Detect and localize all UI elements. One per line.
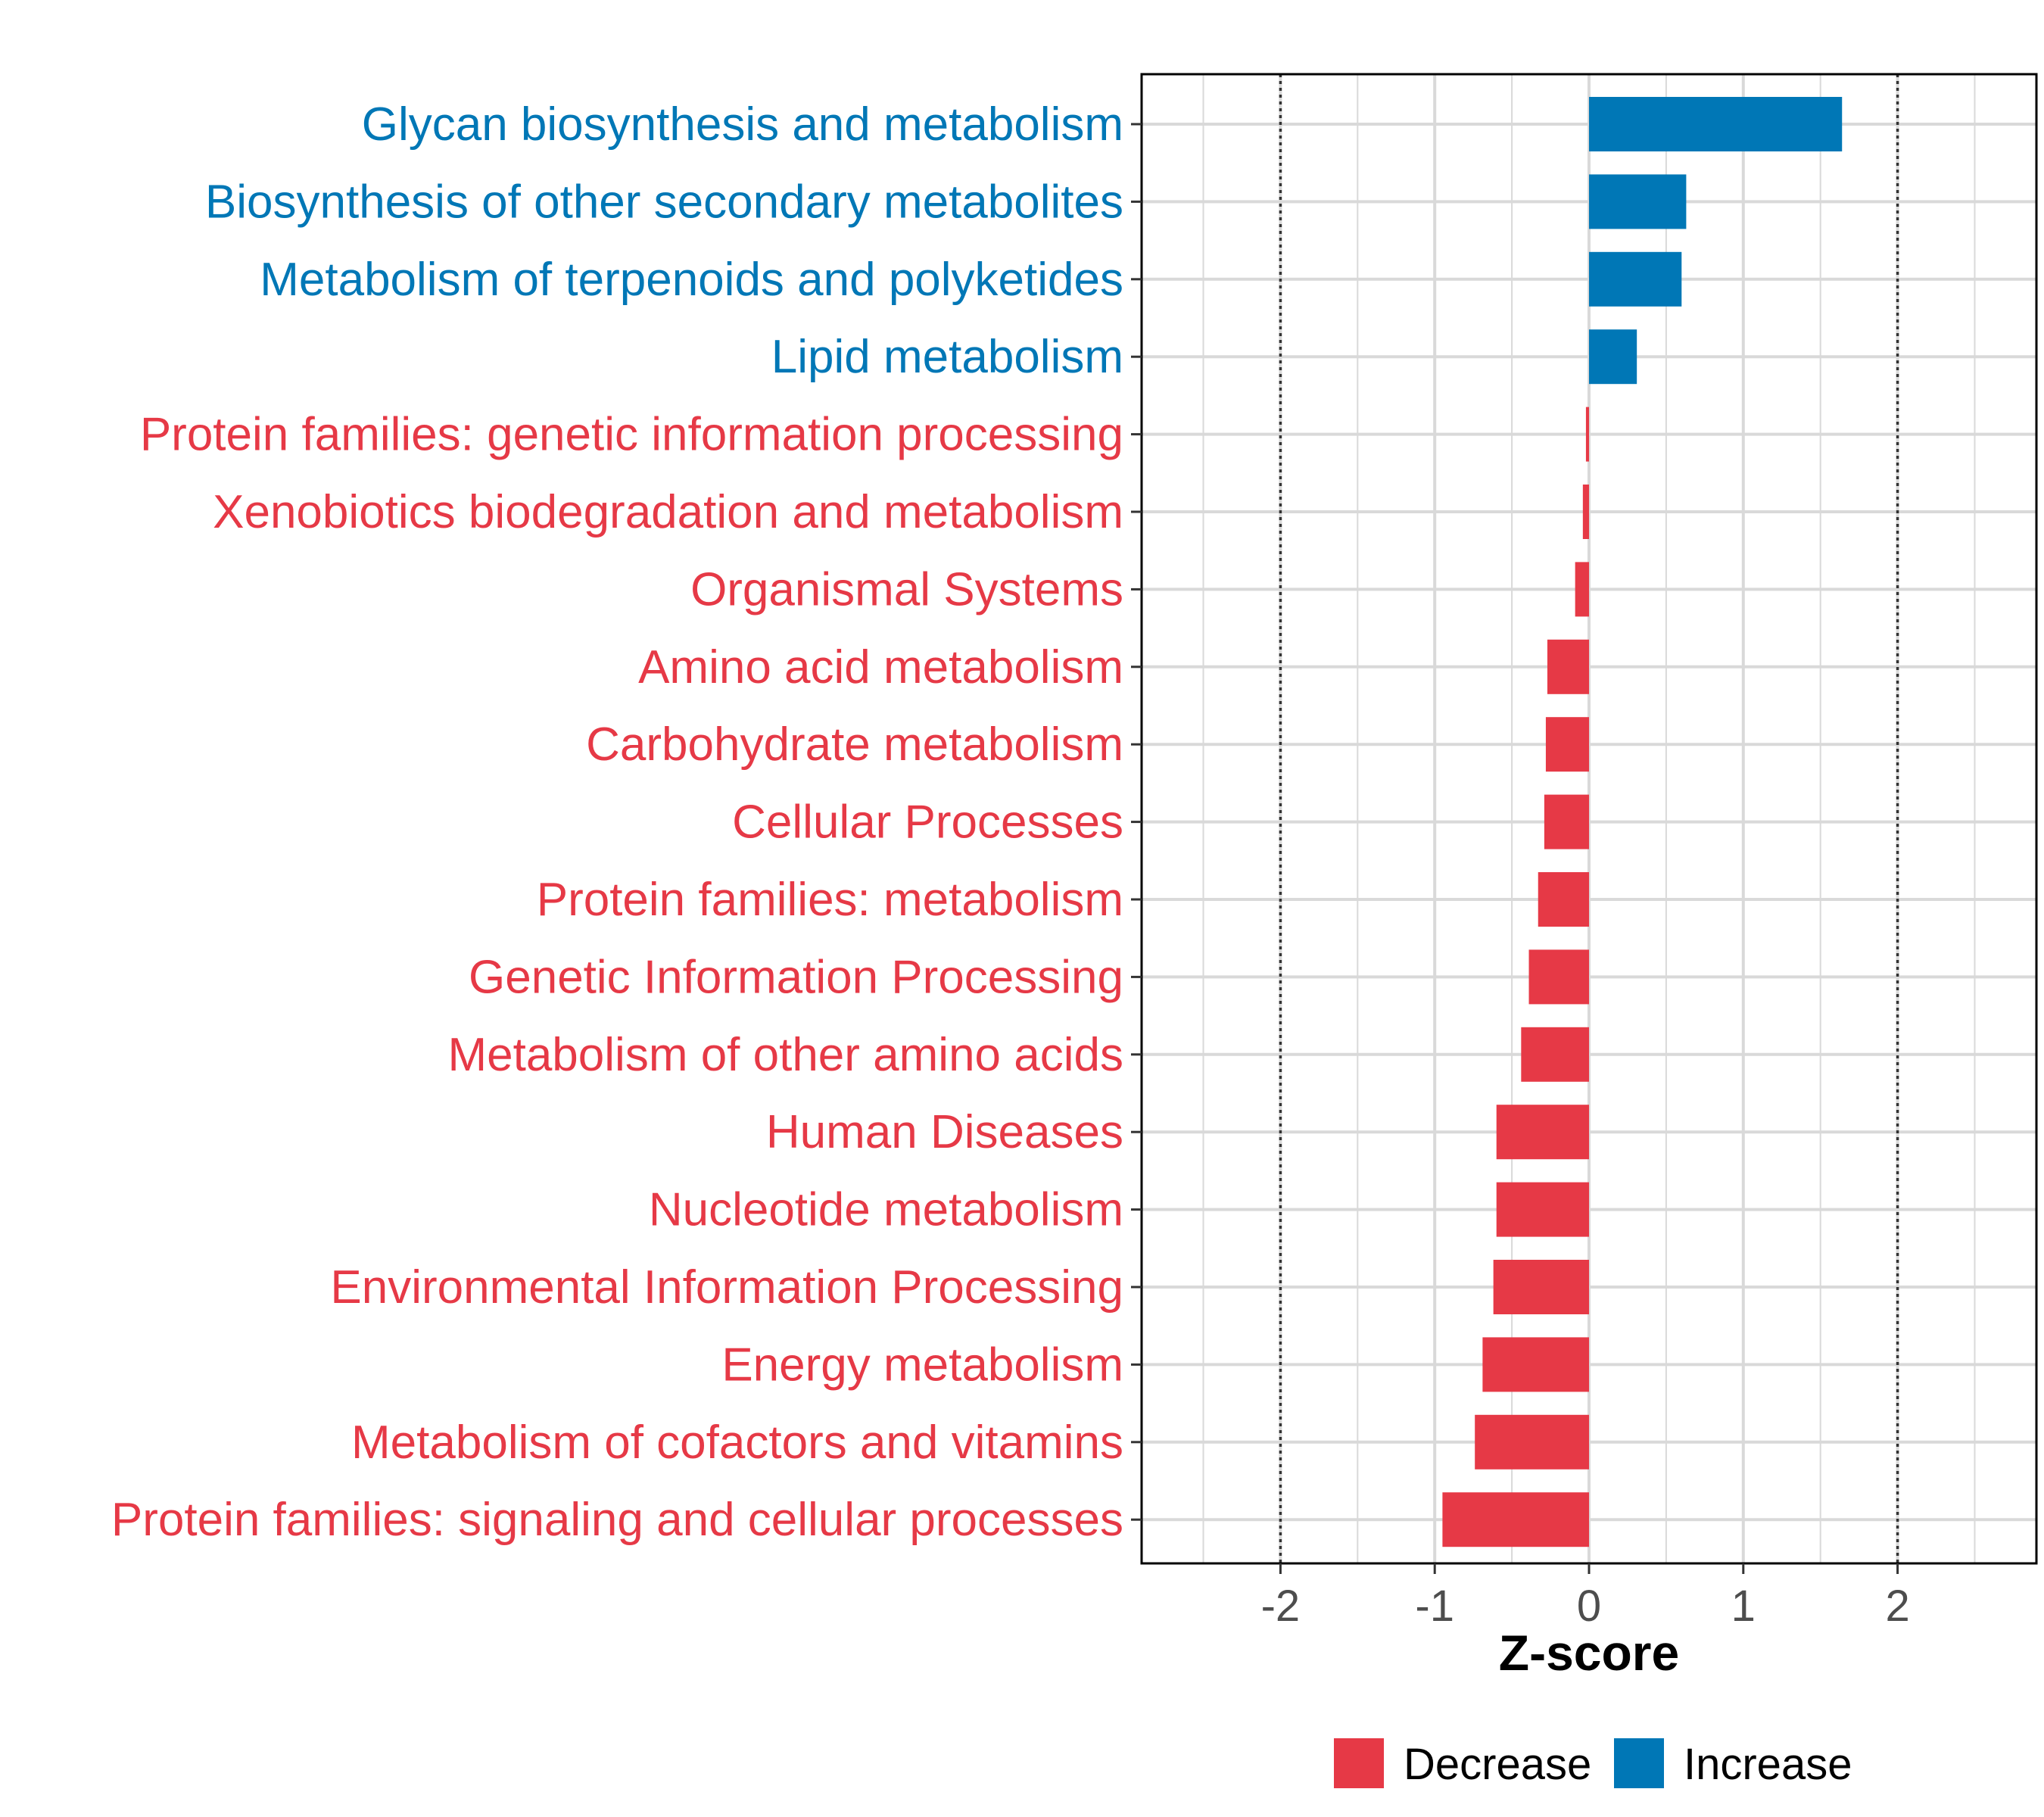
y-axis-ticks	[1131, 123, 1142, 1521]
bar	[1589, 174, 1687, 229]
bar	[1442, 1492, 1589, 1547]
legend: Decrease Increase	[1334, 1738, 1852, 1789]
bar	[1521, 1027, 1589, 1082]
category-label: Energy metabolism	[721, 1339, 1123, 1391]
legend-swatch	[1614, 1738, 1664, 1788]
x-tick-label: -2	[1261, 1582, 1301, 1631]
category-label: Protein families: signaling and cellular…	[111, 1494, 1123, 1546]
category-label: Organismal Systems	[690, 563, 1123, 616]
x-axis-title: Z-score	[1499, 1625, 1679, 1681]
category-label: Lipid metabolism	[771, 331, 1123, 383]
bar	[1585, 407, 1589, 462]
category-label: Metabolism of other amino acids	[447, 1029, 1123, 1081]
category-label: Human Diseases	[766, 1106, 1123, 1158]
bar	[1545, 717, 1589, 772]
bar	[1589, 251, 1682, 307]
category-label: Protein families: metabolism	[537, 874, 1123, 926]
bar	[1589, 97, 1843, 151]
category-label: Metabolism of terpenoids and polyketides	[260, 254, 1123, 306]
bar	[1547, 639, 1589, 694]
bar	[1575, 562, 1589, 617]
bar	[1582, 485, 1589, 539]
bar	[1544, 794, 1589, 849]
bar	[1496, 1105, 1589, 1160]
category-label: Environmental Information Processing	[330, 1261, 1123, 1314]
category-label: Nucleotide metabolism	[649, 1184, 1123, 1236]
legend-label: Decrease	[1404, 1740, 1591, 1789]
bar	[1493, 1260, 1589, 1314]
category-label: Glycan biosynthesis and metabolism	[362, 98, 1123, 151]
category-label: Xenobiotics biodegradation and metabolis…	[213, 486, 1123, 538]
category-label: Cellular Processes	[732, 796, 1123, 849]
category-label: Metabolism of cofactors and vitamins	[351, 1417, 1123, 1469]
category-label: Genetic Information Processing	[469, 951, 1123, 1003]
x-tick-label: 2	[1885, 1582, 1909, 1631]
bar	[1589, 329, 1637, 385]
x-axis-ticks: -2 -1 0 1 2	[1261, 1563, 1910, 1631]
bar	[1528, 949, 1589, 1005]
legend-label: Increase	[1684, 1740, 1852, 1789]
x-tick-label: -1	[1415, 1582, 1454, 1631]
bar	[1475, 1414, 1589, 1469]
y-axis-labels: Glycan biosynthesis and metabolism Biosyn…	[111, 98, 1123, 1546]
x-tick-label: 1	[1731, 1582, 1756, 1631]
bars	[1442, 97, 1843, 1547]
reference-lines	[1279, 74, 1899, 1563]
category-label: Carbohydrate metabolism	[586, 718, 1123, 771]
category-label: Amino acid metabolism	[638, 641, 1123, 693]
category-label: Protein families: genetic information pr…	[140, 409, 1123, 461]
bar	[1496, 1182, 1589, 1237]
bar	[1538, 872, 1589, 927]
x-tick-label: 0	[1577, 1582, 1601, 1631]
bar	[1482, 1337, 1589, 1392]
category-label: Biosynthesis of other secondary metaboli…	[205, 176, 1123, 228]
legend-swatch	[1334, 1738, 1384, 1788]
